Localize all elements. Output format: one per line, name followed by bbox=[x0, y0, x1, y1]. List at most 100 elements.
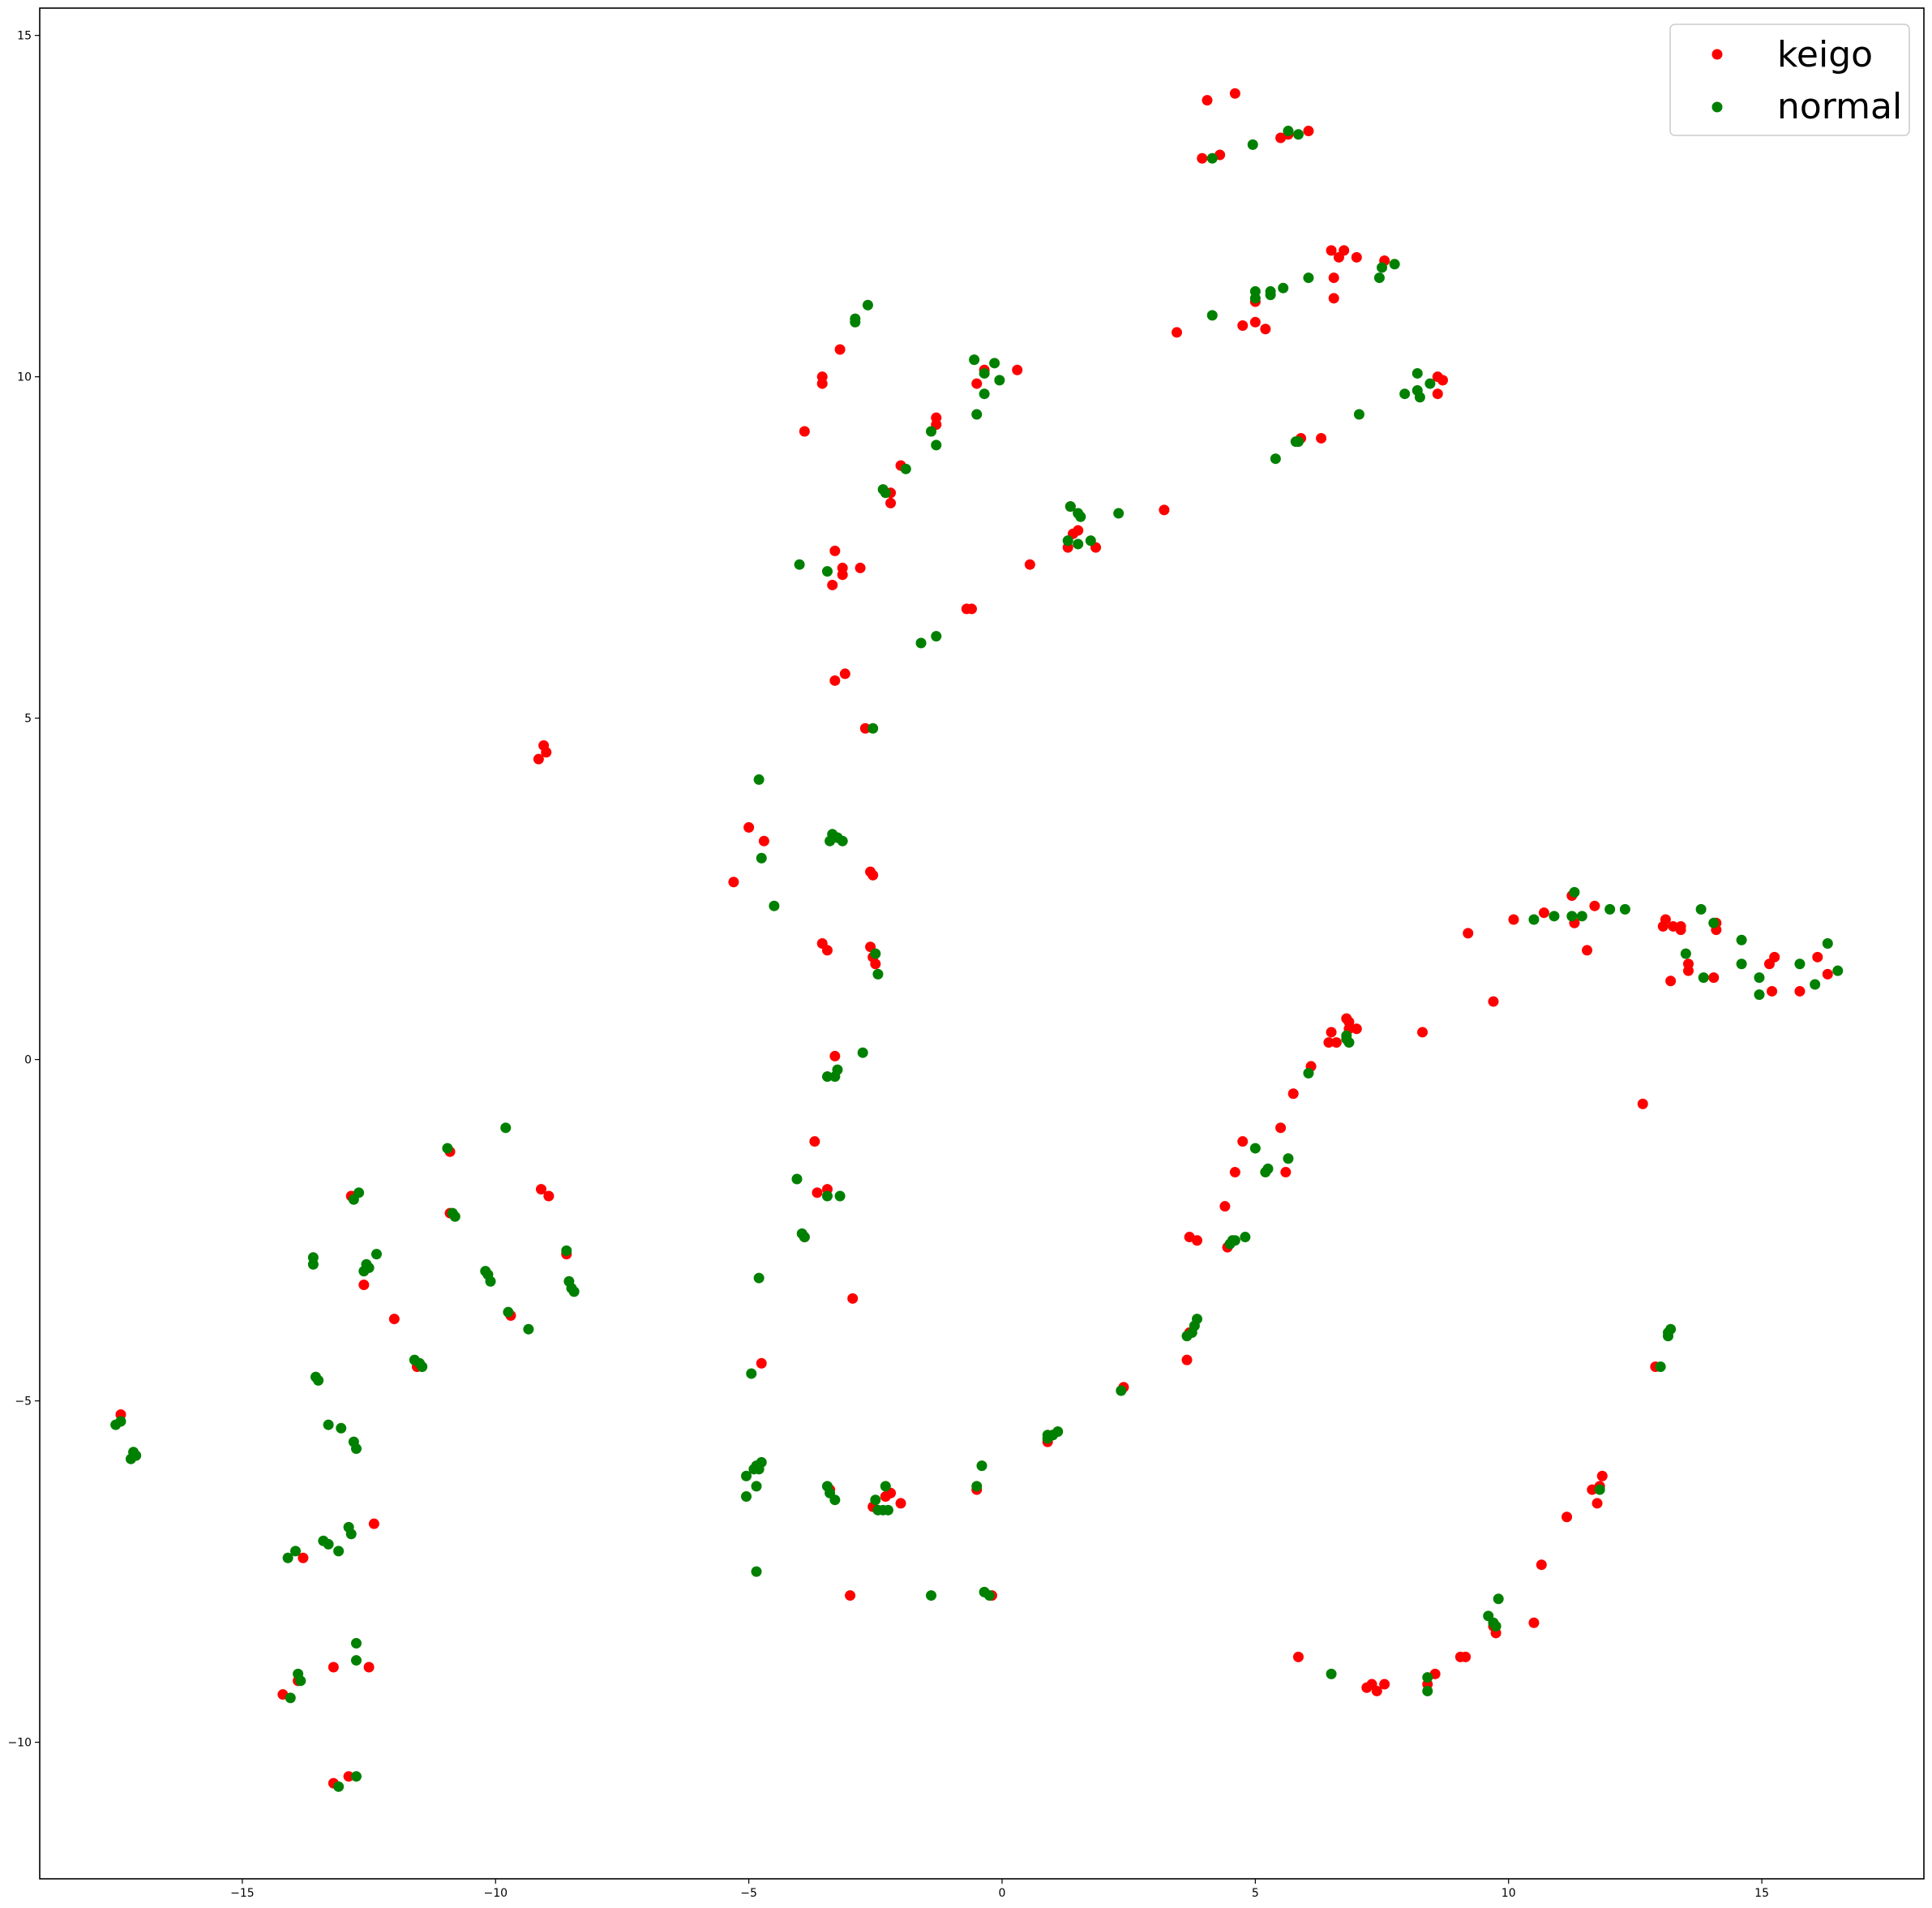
y-tick-label: −10 bbox=[7, 1737, 32, 1750]
normal-point bbox=[1424, 378, 1436, 389]
normal-point bbox=[350, 1443, 362, 1455]
legend-box bbox=[1669, 24, 1910, 136]
keigo-point bbox=[821, 945, 833, 956]
keigo-point bbox=[855, 562, 866, 573]
keigo-point bbox=[1159, 504, 1170, 516]
normal-point bbox=[1604, 903, 1616, 915]
y-tick-label: 0 bbox=[24, 1054, 32, 1067]
normal-point bbox=[753, 1272, 765, 1284]
normal-point bbox=[1794, 958, 1806, 970]
normal-point bbox=[1292, 436, 1304, 448]
normal-point bbox=[837, 835, 848, 847]
normal-point bbox=[1116, 1385, 1127, 1396]
keigo-point bbox=[1012, 364, 1023, 375]
normal-point bbox=[741, 1490, 752, 1502]
keigo-point bbox=[1328, 272, 1339, 284]
keigo-point bbox=[1591, 1498, 1603, 1509]
legend-label-keigo: keigo bbox=[1777, 34, 1873, 75]
legend-label-normal: normal bbox=[1777, 86, 1902, 127]
normal-point bbox=[323, 1419, 334, 1430]
keigo-point bbox=[834, 344, 846, 355]
normal-point bbox=[503, 1306, 514, 1318]
normal-point bbox=[915, 637, 927, 649]
keigo-point bbox=[1323, 1037, 1334, 1048]
keigo-point bbox=[827, 579, 838, 590]
normal-point bbox=[1736, 958, 1747, 970]
keigo-point bbox=[809, 1136, 820, 1147]
normal-point bbox=[1326, 1668, 1337, 1679]
normal-point bbox=[350, 1655, 362, 1666]
normal-point bbox=[1065, 501, 1076, 512]
normal-point bbox=[1303, 1067, 1314, 1078]
normal-point bbox=[1399, 388, 1411, 400]
normal-point bbox=[1576, 911, 1587, 922]
normal-point bbox=[449, 1211, 461, 1222]
keigo-point bbox=[1229, 1167, 1240, 1178]
keigo-point bbox=[839, 668, 850, 680]
normal-point bbox=[799, 1232, 810, 1243]
normal-point bbox=[751, 1566, 762, 1577]
normal-point bbox=[363, 1262, 375, 1273]
normal-point bbox=[1708, 917, 1720, 928]
keigo-point bbox=[1202, 95, 1213, 106]
series-normal bbox=[110, 126, 1844, 1792]
normal-point bbox=[1353, 409, 1364, 420]
keigo-point bbox=[1280, 1167, 1292, 1178]
keigo-point bbox=[363, 1661, 375, 1673]
keigo-point bbox=[1292, 1651, 1304, 1662]
normal-point bbox=[1619, 903, 1630, 915]
keigo-point bbox=[1339, 245, 1350, 256]
normal-point bbox=[345, 1529, 357, 1540]
normal-point bbox=[1377, 262, 1388, 273]
keigo-point bbox=[535, 1184, 546, 1195]
y-tick-label: 15 bbox=[17, 30, 32, 43]
keigo-point bbox=[1326, 1027, 1337, 1038]
normal-point bbox=[821, 566, 833, 577]
data-points bbox=[110, 88, 1844, 1792]
keigo-point bbox=[1822, 968, 1833, 980]
keigo-point bbox=[1260, 324, 1271, 335]
normal-point bbox=[561, 1245, 572, 1256]
keigo-point bbox=[799, 426, 810, 437]
normal-point bbox=[821, 1071, 833, 1083]
keigo-point bbox=[845, 1590, 856, 1601]
keigo-point bbox=[1417, 1027, 1429, 1038]
normal-point bbox=[1566, 911, 1578, 922]
normal-point bbox=[741, 1470, 752, 1481]
normal-point bbox=[969, 354, 980, 366]
keigo-point bbox=[1582, 945, 1593, 956]
normal-point bbox=[850, 313, 861, 324]
normal-point bbox=[1754, 972, 1765, 984]
normal-point bbox=[1549, 911, 1560, 922]
keigo-point bbox=[388, 1314, 400, 1325]
normal-point bbox=[500, 1122, 512, 1134]
x-tick-label: −5 bbox=[740, 1887, 757, 1900]
y-tick-label: 10 bbox=[17, 371, 32, 384]
normal-point bbox=[870, 1494, 881, 1506]
keigo-point bbox=[543, 1190, 555, 1202]
legend: keigo normal bbox=[1669, 24, 1910, 136]
keigo-point bbox=[812, 1187, 823, 1198]
normal-point bbox=[115, 1416, 126, 1427]
x-tick-label: −10 bbox=[483, 1887, 508, 1900]
keigo-point bbox=[1596, 1470, 1608, 1481]
normal-point bbox=[1569, 886, 1580, 898]
x-tick-label: 10 bbox=[1501, 1887, 1516, 1900]
keigo-point bbox=[298, 1552, 309, 1563]
normal-point bbox=[285, 1692, 296, 1704]
normal-point bbox=[295, 1675, 306, 1687]
normal-point bbox=[1528, 914, 1540, 925]
keigo-point bbox=[1488, 996, 1499, 1007]
keigo-point bbox=[1287, 1088, 1299, 1100]
plot-frame bbox=[39, 7, 1925, 1880]
keigo-point bbox=[829, 1050, 841, 1061]
normal-point bbox=[751, 1481, 762, 1492]
normal-point bbox=[753, 774, 765, 785]
keigo-point bbox=[1528, 1617, 1540, 1628]
keigo-point bbox=[1769, 951, 1780, 963]
normal-point bbox=[289, 1546, 301, 1557]
keigo-point bbox=[1660, 914, 1671, 925]
normal-point bbox=[313, 1374, 324, 1386]
normal-point bbox=[485, 1276, 496, 1287]
